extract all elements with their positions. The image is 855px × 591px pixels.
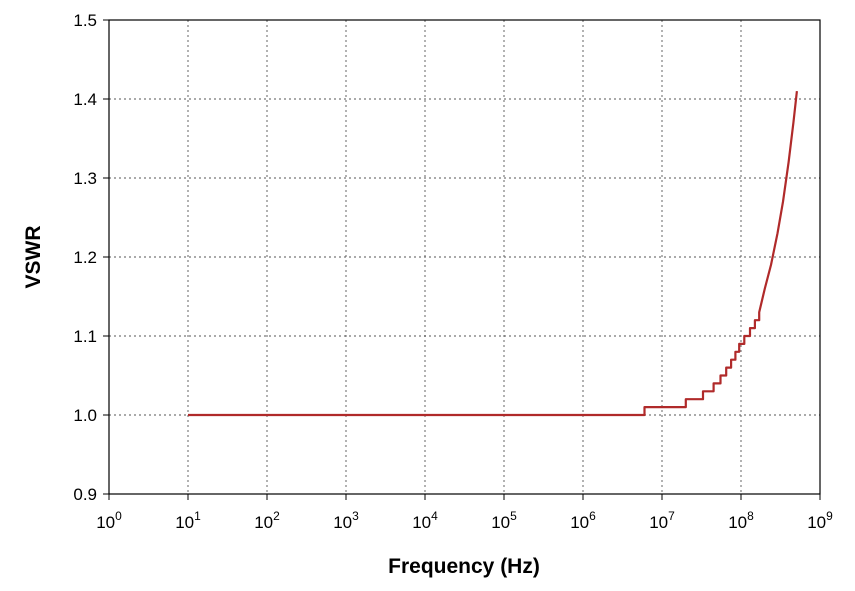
x-tick-base: 10 — [96, 513, 115, 532]
grid-lines — [109, 20, 820, 494]
x-tick-base: 10 — [728, 513, 747, 532]
x-tick-label: 103 — [333, 509, 359, 532]
x-tick-label: 108 — [728, 509, 754, 532]
x-tick-label: 106 — [570, 509, 596, 532]
x-tick-base: 10 — [175, 513, 194, 532]
x-tick-exponent: 7 — [668, 509, 675, 523]
x-tick-exponent: 8 — [747, 509, 754, 523]
x-tick-exponent: 5 — [510, 509, 517, 523]
x-tick-base: 10 — [333, 513, 352, 532]
x-tick-base: 10 — [570, 513, 589, 532]
y-tick-label: 1.3 — [73, 169, 97, 188]
x-tick-exponent: 2 — [273, 509, 280, 523]
x-tick-base: 10 — [412, 513, 431, 532]
x-tick-base: 10 — [254, 513, 273, 532]
x-tick-base: 10 — [649, 513, 668, 532]
plot-frame — [108, 19, 821, 495]
x-tick-label: 100 — [96, 509, 122, 532]
y-tick-label: 1.2 — [73, 248, 97, 267]
y-axis-ticks: 0.9 1.0 1.1 1.2 1.3 1.4 1.5 — [73, 11, 109, 504]
x-tick-exponent: 6 — [589, 509, 596, 523]
x-tick-label: 104 — [412, 509, 438, 532]
y-tick-label: 1.5 — [73, 11, 97, 30]
x-tick-base: 10 — [491, 513, 510, 532]
y-tick-label: 1.4 — [73, 90, 97, 109]
x-tick-exponent: 0 — [115, 509, 122, 523]
x-axis-label: Frequency (Hz) — [388, 555, 540, 578]
x-tick-label: 109 — [807, 509, 833, 532]
x-tick-exponent: 3 — [352, 509, 359, 523]
y-tick-label: 0.9 — [73, 485, 97, 504]
y-tick-label: 1.1 — [73, 327, 97, 346]
y-axis-label: VSWR — [22, 226, 45, 289]
x-tick-label: 105 — [491, 509, 517, 532]
x-axis-ticks: 100 101 102 103 104 105 106 107 108 109 — [96, 494, 833, 532]
y-tick-label: 1.0 — [73, 406, 97, 425]
vswr-series-line — [188, 90, 798, 417]
x-tick-label: 101 — [175, 509, 201, 532]
x-tick-base: 10 — [807, 513, 826, 532]
x-tick-exponent: 9 — [826, 509, 833, 523]
series-layer — [188, 90, 798, 417]
x-tick-label: 107 — [649, 509, 675, 532]
x-tick-exponent: 4 — [431, 509, 438, 523]
x-tick-exponent: 1 — [194, 509, 201, 523]
x-tick-label: 102 — [254, 509, 280, 532]
